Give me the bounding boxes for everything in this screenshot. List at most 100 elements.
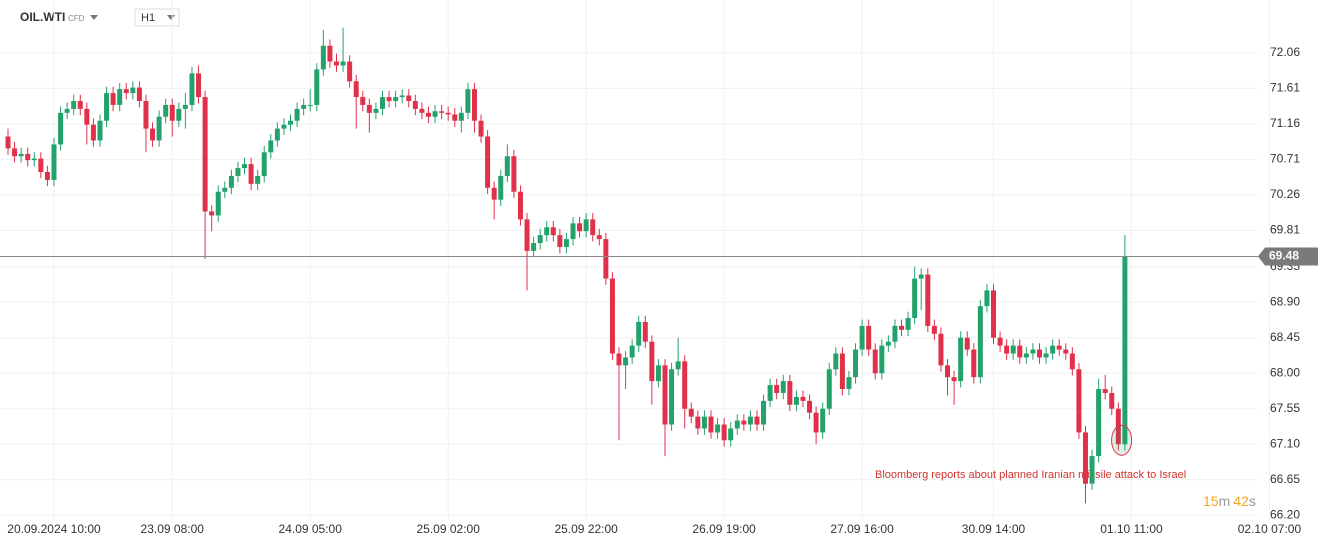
candle-body xyxy=(445,112,451,115)
candle-body xyxy=(18,153,24,157)
candle-body xyxy=(294,108,300,121)
y-tick-label: 71.16 xyxy=(1270,116,1300,130)
candle-body xyxy=(826,369,832,409)
candle-body xyxy=(386,97,392,102)
candle-body xyxy=(327,45,333,62)
candle-body xyxy=(623,357,629,366)
candle-body xyxy=(235,168,241,176)
candle-body xyxy=(425,112,431,117)
candle-body xyxy=(997,337,1003,346)
candle-body xyxy=(544,227,550,236)
candle-body xyxy=(136,87,142,102)
candle-body xyxy=(951,377,957,382)
candle-body xyxy=(110,93,116,105)
candle-body xyxy=(248,164,254,184)
candle-body xyxy=(1017,345,1023,358)
candle-body xyxy=(1096,389,1102,457)
candle-body xyxy=(885,341,891,346)
candle-body xyxy=(44,172,50,180)
candle-body xyxy=(478,120,484,137)
candle-body xyxy=(465,89,471,113)
symbol[interactable]: OIL.WTI xyxy=(20,10,65,24)
candle-body xyxy=(1089,456,1095,484)
candle-body xyxy=(366,104,372,113)
candle-body xyxy=(209,211,215,216)
candle-body xyxy=(491,187,497,200)
candle-body xyxy=(767,385,773,401)
candle-body xyxy=(25,153,31,161)
x-tick-label: 26.09 19:00 xyxy=(692,522,756,536)
timeframe-arrow xyxy=(167,15,175,20)
candle-body xyxy=(780,381,786,393)
candle-body xyxy=(846,377,852,390)
y-tick-label: 66.20 xyxy=(1270,507,1300,521)
candle-body xyxy=(649,341,655,382)
candle-body xyxy=(918,274,924,279)
y-tick-label: 66.65 xyxy=(1270,472,1300,486)
y-tick-label: 68.90 xyxy=(1270,294,1300,308)
candle-body xyxy=(669,369,675,425)
candle-body xyxy=(892,325,898,342)
candle-body xyxy=(563,239,569,247)
candle-body xyxy=(793,396,799,405)
timeframe-select[interactable] xyxy=(134,8,180,27)
candle-body xyxy=(695,416,701,429)
candle-body xyxy=(77,101,83,109)
y-tick-label: 68.45 xyxy=(1270,330,1300,344)
x-tick-label: 23.09 08:00 xyxy=(141,522,205,536)
candle-body xyxy=(734,420,740,429)
candle-body xyxy=(261,152,267,176)
candle-body xyxy=(406,95,412,102)
candle-body xyxy=(537,235,543,244)
candle-body xyxy=(708,416,714,433)
candle-body xyxy=(38,158,44,173)
candle-body xyxy=(741,420,747,425)
candle-body xyxy=(202,97,208,212)
candle-body xyxy=(977,306,983,378)
candle-body xyxy=(682,361,688,409)
candle-body xyxy=(373,108,379,113)
candle-body xyxy=(458,112,464,121)
candle-body xyxy=(853,349,859,378)
candle-body xyxy=(419,108,425,113)
candle-body xyxy=(517,191,523,220)
x-tick-label: 01.10 11:00 xyxy=(1100,522,1163,536)
candle-body xyxy=(51,144,57,180)
candle-body xyxy=(498,175,504,200)
countdown-minutes: 15 xyxy=(1203,493,1219,509)
candle-body xyxy=(642,321,648,342)
countdown-seconds: 42 xyxy=(1233,493,1249,509)
candle-body xyxy=(452,114,458,121)
candle-body xyxy=(64,108,70,113)
y-tick-label: 71.61 xyxy=(1270,81,1300,95)
candle-body xyxy=(609,278,615,354)
candle-body xyxy=(58,112,64,145)
candle-body xyxy=(964,337,970,350)
candle-body xyxy=(511,156,517,192)
candle-body xyxy=(1109,392,1115,409)
x-tick-label: 30.09 14:00 xyxy=(962,522,1026,536)
candle-body xyxy=(281,124,287,129)
candle-body xyxy=(800,396,806,401)
candle-body xyxy=(228,175,234,188)
x-tick-label: 24.09 05:00 xyxy=(279,522,343,536)
candle-body xyxy=(485,136,491,188)
timeframe[interactable]: H1 xyxy=(141,12,155,24)
candle-body xyxy=(839,353,845,390)
candle-body xyxy=(340,61,346,66)
countdown-seconds-unit: s xyxy=(1249,493,1256,509)
candle-body xyxy=(504,156,510,176)
candle-body xyxy=(84,108,90,125)
candle-body xyxy=(1010,345,1016,354)
candle-body xyxy=(583,219,589,232)
candle-body xyxy=(471,89,477,121)
candle-body xyxy=(833,353,839,370)
candle-body xyxy=(1004,345,1010,354)
candle-body xyxy=(307,104,313,106)
candle-body xyxy=(320,45,326,70)
symbol-dropdown[interactable] xyxy=(90,15,98,20)
candle-body xyxy=(1102,389,1108,393)
candle-body xyxy=(945,365,951,378)
candle-body xyxy=(872,349,878,374)
candle-body xyxy=(123,89,129,94)
